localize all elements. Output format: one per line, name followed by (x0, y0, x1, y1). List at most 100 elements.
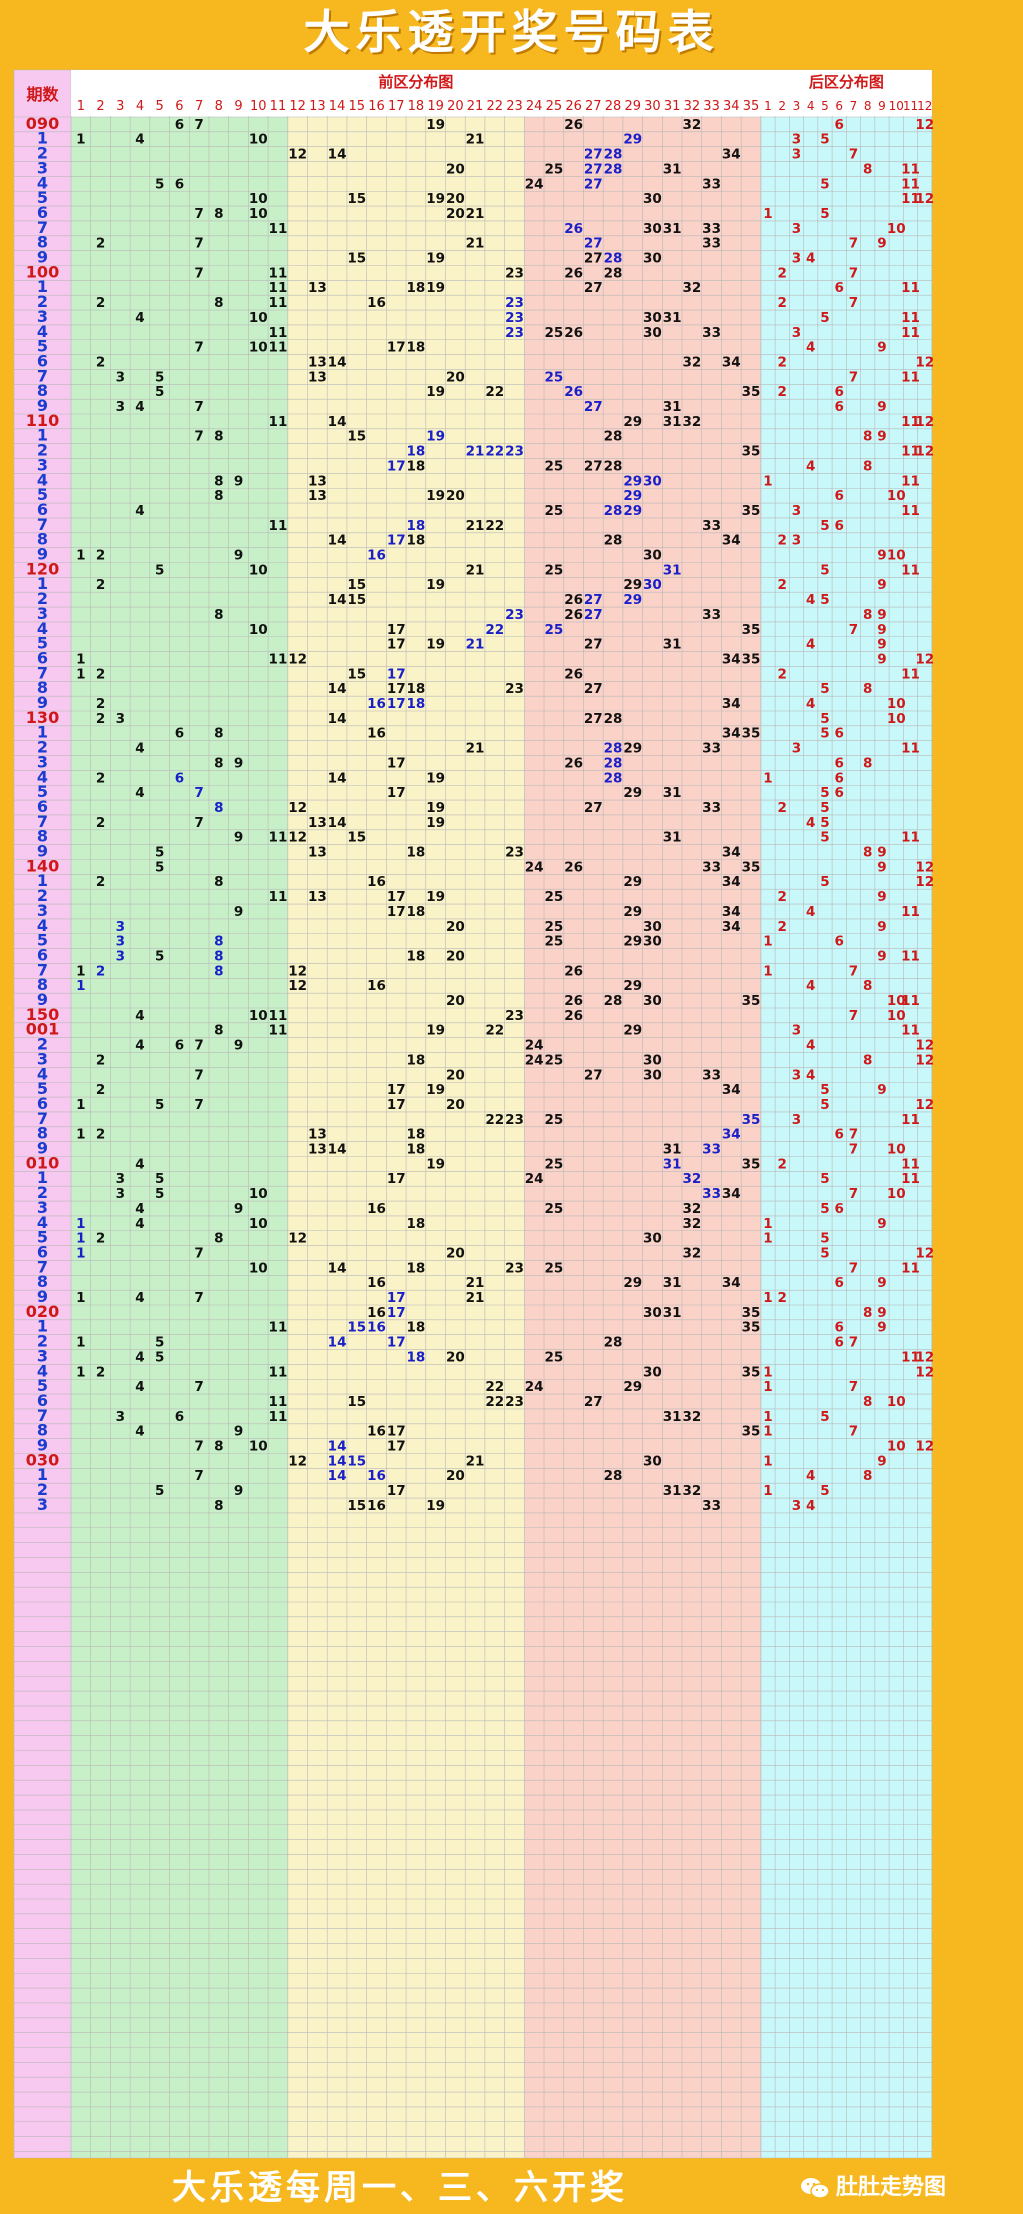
front-number: 4 (135, 1201, 144, 1217)
front-number: 28 (604, 429, 623, 445)
back-number: 12 (915, 1097, 934, 1113)
period-label: 3 (37, 901, 48, 920)
back-zone-header: 后区分布图 (809, 73, 884, 91)
front-number: 15 (347, 429, 366, 445)
front-number: 3 (116, 1171, 125, 1187)
front-number: 33 (702, 176, 721, 192)
front-number: 12 (288, 800, 307, 816)
front-number: 30 (643, 993, 662, 1009)
period-label: 4 (37, 1064, 48, 1083)
back-number: 6 (835, 488, 844, 504)
front-number: 19 (426, 637, 445, 653)
front-number: 35 (742, 503, 761, 519)
back-number: 1 (763, 1453, 772, 1469)
period-label: 7 (37, 812, 48, 831)
front-number: 35 (742, 622, 761, 638)
period-label: 8 (37, 530, 48, 549)
back-number: 8 (863, 607, 872, 623)
back-number: 4 (806, 1498, 815, 1514)
back-col-header: 10 (889, 99, 904, 113)
back-number: 7 (849, 1186, 858, 1202)
front-number: 19 (426, 889, 445, 905)
period-label: 5 (37, 1079, 48, 1098)
front-col-header: 12 (289, 99, 306, 114)
back-number: 6 (835, 726, 844, 742)
front-number: 7 (194, 1097, 203, 1113)
front-number: 25 (544, 562, 563, 578)
back-number: 9 (877, 1275, 886, 1291)
front-number: 33 (702, 518, 721, 534)
front-number: 28 (604, 741, 623, 757)
front-number: 33 (702, 221, 721, 237)
front-number: 8 (214, 473, 223, 489)
front-number: 22 (485, 1023, 504, 1039)
front-number: 31 (663, 562, 682, 578)
front-number: 26 (564, 963, 583, 979)
period-label: 110 (26, 411, 59, 430)
front-number: 30 (643, 577, 662, 593)
front-number: 35 (742, 1305, 761, 1321)
front-number: 30 (643, 548, 662, 564)
front-col-header: 11 (270, 99, 287, 114)
back-number: 12 (915, 651, 934, 667)
front-number: 8 (214, 963, 223, 979)
back-number: 2 (778, 919, 787, 935)
front-number: 15 (347, 251, 366, 267)
front-number: 11 (269, 1394, 288, 1410)
front-number: 13 (308, 280, 327, 296)
front-number: 2 (96, 295, 105, 311)
back-number: 12 (915, 1349, 934, 1365)
back-number: 10 (887, 993, 906, 1009)
front-number: 34 (722, 845, 741, 861)
front-number: 25 (544, 503, 563, 519)
back-number: 4 (806, 340, 815, 356)
back-number: 5 (820, 176, 829, 192)
front-number: 20 (446, 948, 465, 964)
front-number: 19 (426, 1156, 445, 1172)
front-number: 34 (722, 354, 741, 370)
back-number: 3 (792, 1023, 801, 1039)
front-number: 16 (367, 1201, 386, 1217)
front-number: 5 (155, 859, 164, 875)
front-number: 4 (135, 1216, 144, 1232)
front-col-header: 9 (234, 99, 242, 114)
front-number: 29 (623, 473, 642, 489)
period-label: 8 (37, 233, 48, 252)
back-number: 12 (915, 874, 934, 890)
front-number: 28 (604, 1468, 623, 1484)
front-number: 18 (407, 696, 426, 712)
front-number: 30 (643, 934, 662, 950)
back-number: 12 (915, 414, 934, 430)
period-label: 3 (37, 1495, 48, 1514)
back-number: 8 (863, 978, 872, 994)
front-number: 19 (426, 280, 445, 296)
back-number: 4 (806, 904, 815, 920)
front-number: 3 (116, 934, 125, 950)
front-number: 28 (604, 161, 623, 177)
front-number: 2 (96, 696, 105, 712)
front-number: 31 (663, 637, 682, 653)
back-number: 9 (877, 429, 886, 445)
front-number: 34 (722, 696, 741, 712)
back-number: 11 (901, 666, 920, 682)
back-number: 8 (863, 755, 872, 771)
back-number: 11 (901, 280, 920, 296)
back-col-header: 6 (835, 99, 843, 113)
period-label: 2 (37, 144, 48, 163)
front-number: 11 (269, 280, 288, 296)
back-number: 5 (820, 132, 829, 148)
back-number: 11 (901, 444, 920, 460)
period-label: 3 (37, 1049, 48, 1068)
period-label: 150 (26, 1005, 59, 1024)
front-zone-1-bg (71, 117, 288, 2158)
period-label: 1 (37, 871, 48, 890)
front-number: 4 (135, 741, 144, 757)
period-label: 6 (37, 203, 48, 222)
front-number: 26 (564, 666, 583, 682)
front-number: 21 (466, 236, 485, 252)
front-number: 17 (387, 340, 406, 356)
front-number: 2 (96, 1364, 105, 1380)
front-number: 12 (288, 651, 307, 667)
period-label: 4 (37, 322, 48, 341)
period-label: 5 (37, 485, 48, 504)
